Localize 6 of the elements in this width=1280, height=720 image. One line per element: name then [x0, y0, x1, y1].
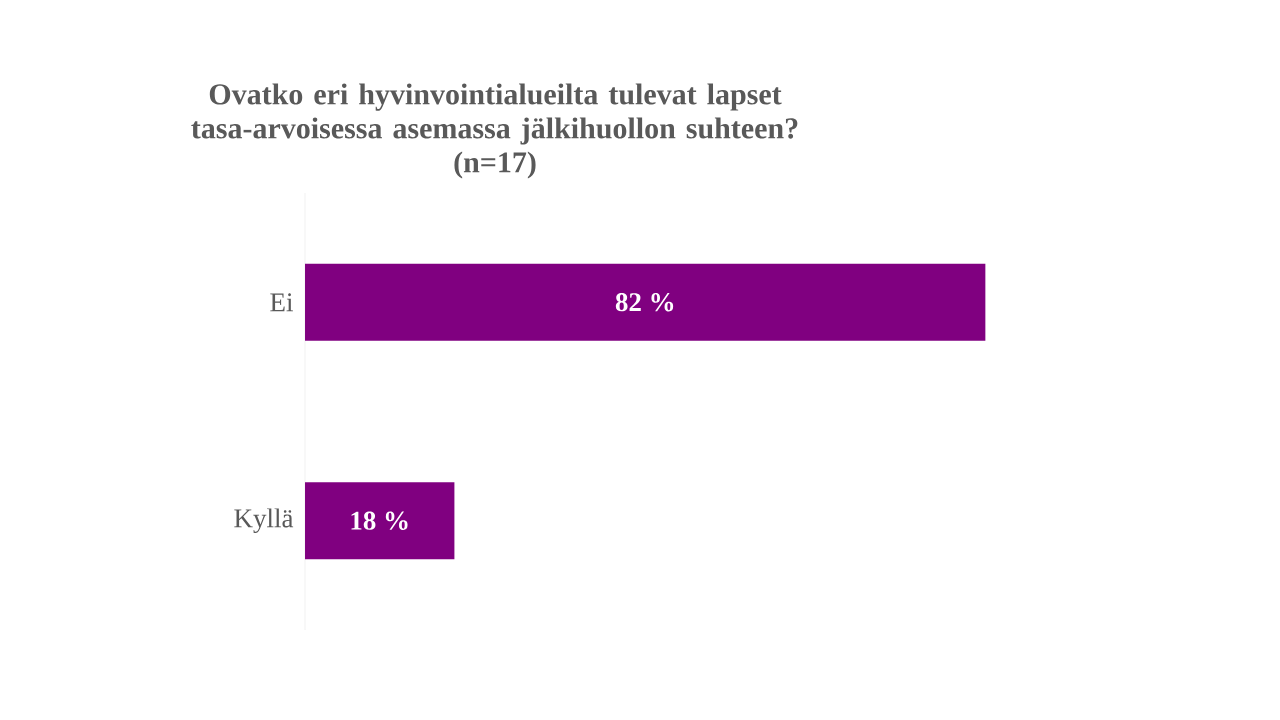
data-label: 82 %: [615, 293, 674, 312]
y-tick-label: Ei: [270, 293, 293, 312]
chart-title: Ovatko eri hyvinvointialueilta tulevat lapset tasa-arvoisessa asemassa jälkihuollon suhteen?: [191, 83, 798, 145]
data-label: 18 %: [351, 511, 408, 530]
chart-subtitle: (n=17): [454, 151, 536, 179]
y-tick-label: Kyllä: [234, 508, 294, 534]
